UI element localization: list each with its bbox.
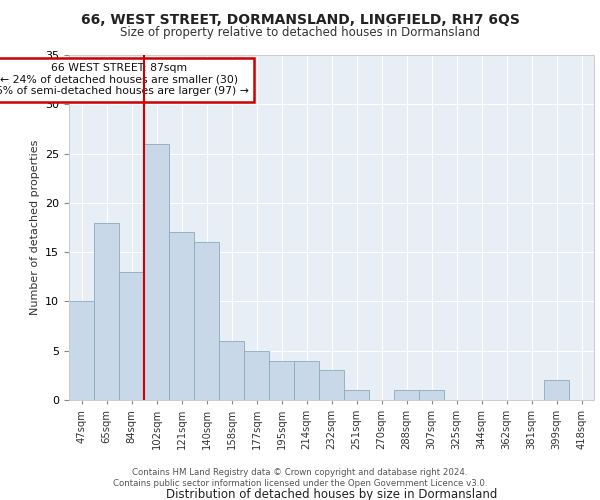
Bar: [169, 232, 194, 400]
Bar: [319, 370, 344, 400]
Bar: [419, 390, 444, 400]
Bar: [119, 272, 144, 400]
Bar: [94, 222, 119, 400]
Bar: [244, 350, 269, 400]
Bar: [194, 242, 219, 400]
Text: 66, WEST STREET, DORMANSLAND, LINGFIELD, RH7 6QS: 66, WEST STREET, DORMANSLAND, LINGFIELD,…: [80, 12, 520, 26]
Bar: [394, 390, 419, 400]
X-axis label: Distribution of detached houses by size in Dormansland: Distribution of detached houses by size …: [166, 488, 497, 500]
Bar: [69, 302, 94, 400]
Text: 66 WEST STREET: 87sqm
← 24% of detached houses are smaller (30)
76% of semi-deta: 66 WEST STREET: 87sqm ← 24% of detached …: [0, 63, 249, 96]
Bar: [144, 144, 169, 400]
Bar: [269, 360, 294, 400]
Bar: [219, 341, 244, 400]
Y-axis label: Number of detached properties: Number of detached properties: [29, 140, 40, 315]
Text: Size of property relative to detached houses in Dormansland: Size of property relative to detached ho…: [120, 26, 480, 39]
Bar: [544, 380, 569, 400]
Text: Contains HM Land Registry data © Crown copyright and database right 2024.
Contai: Contains HM Land Registry data © Crown c…: [113, 468, 487, 487]
Bar: [294, 360, 319, 400]
Bar: [344, 390, 369, 400]
